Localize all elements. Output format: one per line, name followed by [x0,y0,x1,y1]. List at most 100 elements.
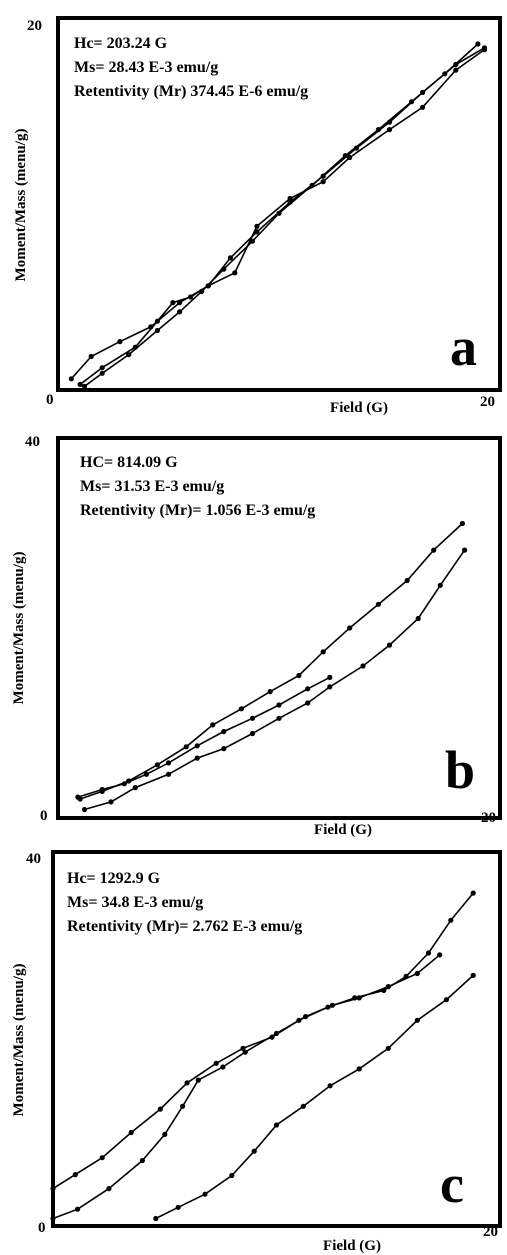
data-point-s1-8 [254,223,260,229]
data-point-s2-2 [75,1206,81,1212]
series-line-2 [52,954,441,1220]
data-point-s1-9 [296,672,302,679]
data-point-s2-7 [221,728,227,735]
data-point-s3-5 [194,755,200,761]
data-point-s2-1 [75,794,81,800]
data-point-s3-4 [165,771,172,777]
data-point-s3-11 [414,1017,420,1023]
data-point-s3-3 [132,785,138,791]
data-point-s3-1 [153,1215,159,1222]
data-point-s2-10 [273,1030,280,1036]
annotation-line-1: HC= 814.09 G [80,454,178,471]
data-point-s2-8 [249,715,256,721]
y-tick-label: 40 [26,851,41,867]
data-point-s2-15 [414,970,420,977]
x-tick-label: 0 [40,808,48,824]
chart-panel-c: 0 20 40 Field (G) Moment/Mass (menu/g) Hc= 12… [11,850,502,1254]
data-point-s3-3 [202,1191,208,1197]
data-point-s3-7 [300,1103,306,1109]
chart-panel-b: 0 20 40 Field (G) Moment/Mass (menu/g) HC= 81… [11,434,502,838]
data-point-s2-5 [170,300,176,306]
data-point-s2-4 [143,771,149,777]
data-point-s1-7 [232,270,238,276]
data-point-s1-11 [347,625,353,631]
data-point-s1-5 [157,1106,163,1112]
x-tick-label: 20 [483,1224,498,1240]
y-axis-label: Moment/Mass (menu/g) [13,129,29,282]
data-point-s2-6 [180,1103,186,1109]
annotation-line-3: Retentivity (Mr)= 2.762 E-3 emu/g [67,918,302,935]
data-point-s1-1 [50,1186,56,1192]
data-point-s3-12 [375,127,381,133]
series-line-3 [155,974,474,1220]
data-point-s3-4 [229,1172,235,1179]
data-point-s3-9 [276,210,282,216]
data-point-s3-12 [443,997,449,1003]
x-tick-label: 20 [481,810,496,826]
data-point-s3-6 [221,746,227,752]
panel-label: a [450,317,477,377]
data-point-s3-14 [437,582,443,588]
data-point-s3-13 [470,972,476,979]
data-point-s3-2 [99,370,105,376]
data-point-s3-15 [475,41,481,47]
data-point-s3-13 [415,615,421,622]
data-point-s1-14 [453,67,459,73]
data-point-s3-4 [154,327,160,334]
data-point-s1-10 [320,179,326,185]
data-point-s2-16 [481,45,488,51]
data-point-s3-1 [81,806,88,813]
data-point-s2-12 [329,1002,335,1008]
data-point-s3-8 [276,715,282,721]
annotation-line-2: Ms= 34.8 E-3 emu/g [67,894,203,911]
x-axis-label: Field (G) [314,822,372,838]
data-point-s1-4 [128,1129,134,1136]
data-point-s2-5 [165,760,172,766]
data-point-s1-3 [117,339,123,345]
data-point-s1-15 [425,950,432,956]
y-axis-label: Moment/Mass (menu/g) [11,552,27,705]
data-point-s3-6 [273,1122,280,1128]
panel-label: b [445,740,475,800]
data-point-s3-9 [356,1066,362,1072]
data-point-s2-1 [77,381,83,387]
data-point-s3-1 [81,383,88,389]
data-point-s1-6 [184,1080,190,1086]
chart-panel-a: 0 20 20 Field (G) Moment/Mass (menu/g) Hc= 20… [13,16,502,416]
data-point-s3-10 [385,1045,391,1051]
data-point-s2-7 [195,1077,201,1083]
data-point-s3-2 [108,799,114,805]
data-point-s1-9 [287,195,293,201]
data-point-s3-11 [360,663,366,669]
data-point-s1-2 [88,353,94,360]
data-point-s3-2 [175,1204,181,1210]
x-tick-label: 0 [46,392,54,408]
plot-frame [56,16,502,392]
data-point-s1-13 [404,577,410,584]
annotation-line-1: Hc= 1292.9 G [67,870,161,887]
data-point-s3-13 [409,99,415,105]
data-point-s1-8 [240,1045,246,1051]
data-point-s1-8 [267,689,273,695]
data-point-s2-2 [99,365,105,371]
data-point-s3-7 [249,730,256,737]
data-point-s1-15 [459,520,465,527]
data-point-s2-11 [327,674,333,681]
data-point-s2-3 [106,1186,112,1192]
data-point-s3-15 [462,547,468,553]
data-point-s1-12 [386,127,393,133]
plot-frame [51,850,502,1228]
data-point-s1-10 [320,649,326,655]
y-tick-label: 20 [27,18,42,34]
data-point-s2-9 [276,702,282,708]
data-point-s3-14 [442,71,448,77]
data-point-s3-8 [327,1083,333,1089]
data-point-s1-6 [210,722,216,728]
data-point-s1-7 [238,706,244,712]
data-point-s3-12 [386,642,393,648]
data-point-s2-2 [99,786,105,793]
data-point-s1-5 [183,744,189,750]
data-point-s2-9 [242,1049,248,1055]
data-point-s3-7 [221,266,227,272]
series-line-1 [79,522,463,800]
